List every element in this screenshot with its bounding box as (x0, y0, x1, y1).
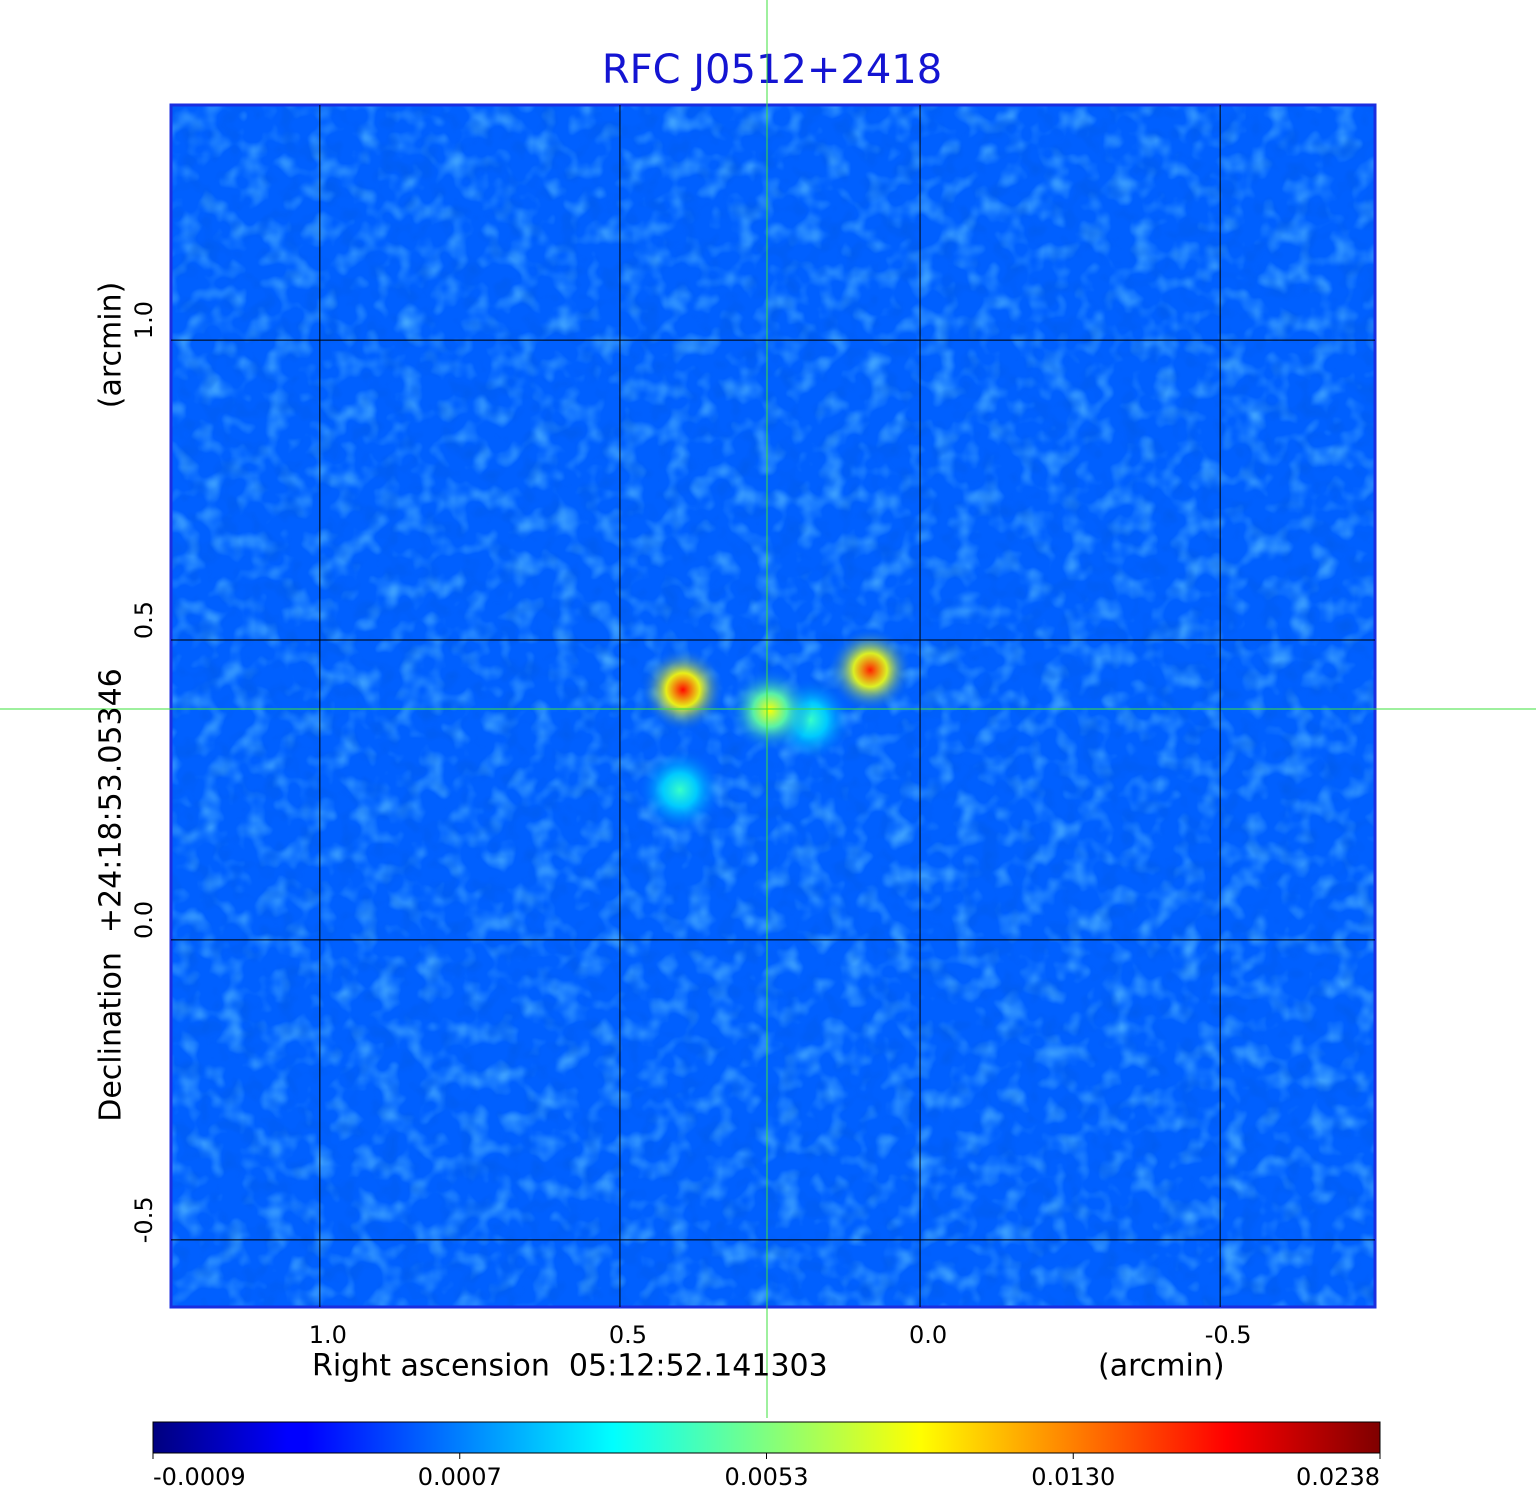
source (640, 647, 725, 732)
colorbar-tick-label: 0.0007 (418, 1463, 502, 1491)
source (727, 668, 812, 753)
x-axis-label: Right ascension 05:12:52.141303 (312, 1349, 828, 1384)
x-tick-label: 0.5 (609, 1321, 647, 1349)
colorbar-tick-label: 0.0130 (1031, 1463, 1115, 1491)
x-tick-label: -0.5 (1205, 1321, 1252, 1349)
y-axis-unit: (arcmin) (94, 282, 129, 409)
colorbar-tick-label: 0.0238 (1296, 1463, 1380, 1491)
x-axis-unit: (arcmin) (1098, 1349, 1225, 1384)
x-tick-label: 1.0 (309, 1321, 347, 1349)
colorbar-tick-label: 0.0053 (725, 1463, 809, 1491)
chart-title: RFC J0512+2418 (602, 47, 942, 93)
y-axis-label: Declination +24:18:53.05346 (94, 668, 129, 1122)
image-area (171, 105, 1375, 1307)
colorbar (152, 1421, 1381, 1454)
source (637, 747, 722, 832)
colorbar-tick-label: -0.0009 (153, 1463, 246, 1491)
y-tick-label: -0.5 (130, 1196, 158, 1243)
y-tick-label: 0.5 (130, 601, 158, 639)
y-tick-label: 0.0 (130, 901, 158, 939)
source (828, 628, 913, 713)
y-tick-label: 1.0 (130, 301, 158, 339)
x-tick-label: 0.0 (909, 1321, 947, 1349)
plot-frame (169, 103, 1377, 1309)
